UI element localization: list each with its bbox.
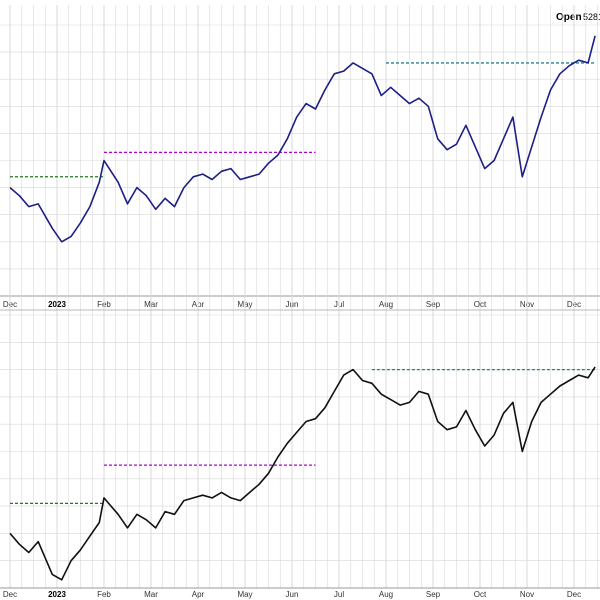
- x-tick-label: Jun: [286, 590, 299, 599]
- series-line-top: [9, 35, 596, 243]
- x-tick-label: Mar: [144, 590, 158, 599]
- x-tick-label: Sep: [426, 590, 441, 599]
- chart-header: Open 5281: [556, 12, 600, 23]
- x-tick-label: Apr: [192, 590, 205, 599]
- x-tick-label: 2023: [48, 590, 66, 599]
- grid-bottom: [0, 295, 600, 589]
- open-value: 5281: [583, 12, 600, 22]
- x-tick-label: Nov: [520, 590, 534, 599]
- chart-panel-bottom: Dec 2023 Feb Mar Apr May Jun Jul Aug Sep Oct Nov Dec: [0, 295, 600, 599]
- x-tick-label: Oct: [474, 590, 487, 599]
- series-line-bottom: [9, 366, 596, 581]
- x-tick-label: May: [237, 590, 252, 599]
- x-tick-label: Feb: [97, 590, 111, 599]
- grid-top: [0, 5, 600, 297]
- x-tick-label: Aug: [379, 590, 393, 599]
- x-tick-label: Dec: [3, 590, 17, 599]
- open-label: Open: [556, 12, 582, 23]
- x-tick-label: Dec: [567, 590, 581, 599]
- x-tick-label: Jul: [334, 590, 344, 599]
